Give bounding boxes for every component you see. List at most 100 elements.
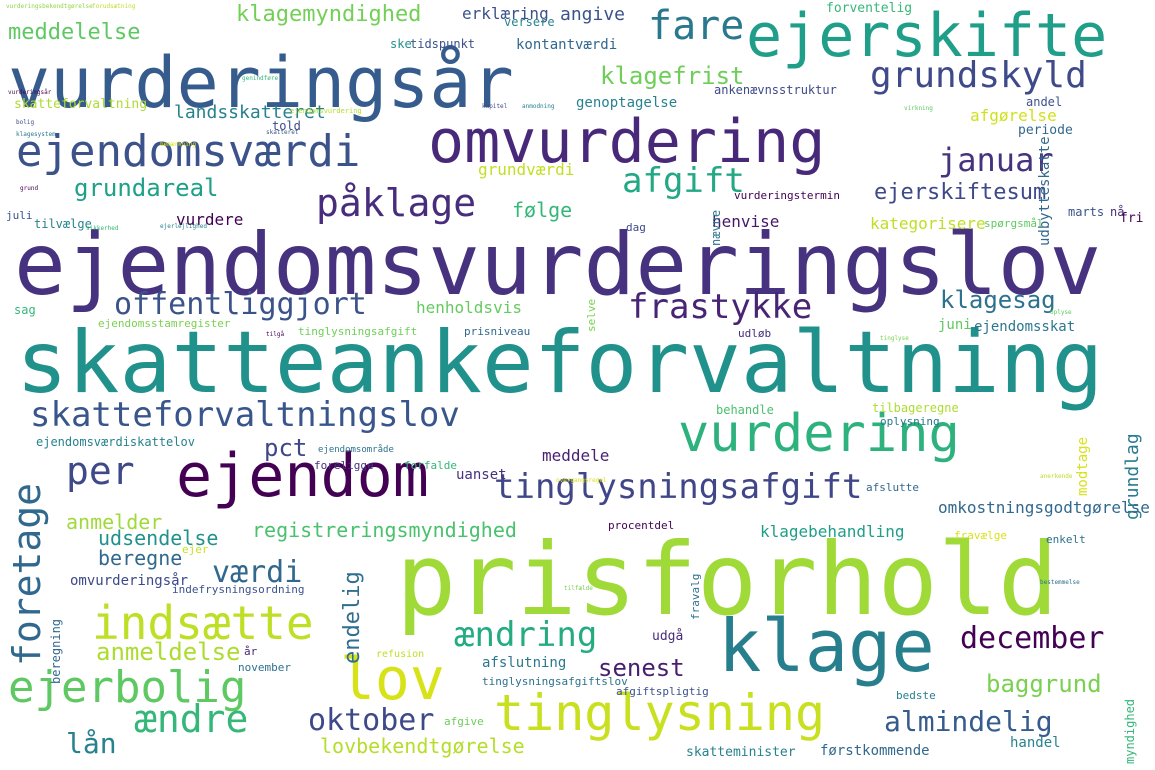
word: vurderingsbekendtgørelse xyxy=(6,3,93,10)
word: almindelig xyxy=(884,705,1053,738)
word: spørgsmål xyxy=(984,217,1044,230)
word: ejerbolig xyxy=(8,662,247,713)
word: oktober xyxy=(308,703,435,738)
word: angive xyxy=(560,4,626,25)
word: tilvælge xyxy=(34,217,92,231)
word: genoptagelse xyxy=(576,95,678,111)
word: ændre xyxy=(134,697,249,741)
word: vurdere xyxy=(176,210,244,229)
word: tilbageregne xyxy=(872,401,959,415)
word: fravalg xyxy=(689,573,702,620)
word: ejendomsværdiskattelov xyxy=(36,435,195,449)
word: anmodning xyxy=(522,103,555,110)
word: grundskyld xyxy=(870,55,1087,96)
word: anerkende xyxy=(1040,473,1073,480)
word: procentdel xyxy=(608,519,675,532)
word: endelig xyxy=(340,571,365,664)
word: foretage xyxy=(5,482,49,666)
word: anmelder xyxy=(66,510,163,534)
word: genindføre xyxy=(242,75,279,82)
word: skatteankeforvaltning xyxy=(16,313,1104,413)
word: klagesag xyxy=(940,286,1056,314)
word: klagebehandling xyxy=(760,522,905,541)
word: per xyxy=(66,449,135,493)
word: udløb xyxy=(738,327,772,340)
word: modtage xyxy=(1075,436,1091,496)
word: marts xyxy=(1068,205,1105,219)
word: forudsætning xyxy=(92,3,136,10)
word: ankenævnsstruktur xyxy=(714,83,837,97)
word: januar xyxy=(938,141,1054,179)
word: nå xyxy=(1110,205,1125,219)
word: overgangsregel xyxy=(556,477,607,484)
word: nævne xyxy=(709,209,723,246)
word: afgørelse xyxy=(970,106,1057,125)
word: baggrund xyxy=(986,670,1102,698)
word: beregning xyxy=(49,618,63,684)
word: senest xyxy=(598,654,685,682)
word: dag xyxy=(626,221,646,234)
word: forventelig xyxy=(826,1,913,16)
word: handel xyxy=(1010,735,1061,751)
word: ejerskifte xyxy=(746,1,1108,71)
word: ejendomsstamregister xyxy=(98,317,231,330)
word: vurderingsår xyxy=(8,89,52,96)
word: tinglysning xyxy=(494,684,826,742)
word: tinglysningsafgift xyxy=(494,467,863,507)
word: versere xyxy=(504,15,555,29)
word: andel xyxy=(1026,95,1063,109)
word: ejerlejlighed xyxy=(160,223,207,230)
word: prisforhold xyxy=(396,521,1059,638)
word: indefrysningsordning xyxy=(172,583,305,596)
word: periode xyxy=(1018,123,1073,138)
word: uanset xyxy=(456,467,507,483)
word: værdi xyxy=(212,555,303,590)
word: beregne xyxy=(98,546,183,570)
word: vurdering xyxy=(678,404,960,464)
word: bemærkning xyxy=(160,141,197,148)
word: juli xyxy=(6,209,33,222)
word: tinglysningsafgiftslov xyxy=(482,675,628,688)
word: behandle xyxy=(716,403,774,417)
word: fri xyxy=(1120,211,1144,226)
word: omvurderingsår xyxy=(70,573,189,589)
word: landsskatteret xyxy=(174,102,326,123)
word: klagesystem xyxy=(16,131,56,138)
word: klage xyxy=(718,604,935,688)
word: fare xyxy=(648,3,745,49)
word: henvise xyxy=(712,212,780,231)
word: virkning xyxy=(904,105,933,112)
word: lovbekendtgørelse xyxy=(320,734,525,758)
word: enkelt xyxy=(1046,533,1086,546)
word: bedste xyxy=(896,689,936,702)
word: forfalde xyxy=(404,459,457,472)
word: foreligge xyxy=(314,459,374,472)
word: ejendomsværdi xyxy=(16,126,361,177)
word: afslutning xyxy=(482,655,567,671)
word: refusion xyxy=(376,649,425,660)
word: ejendomsvurdering xyxy=(290,107,362,115)
word: grundværdi xyxy=(478,160,575,179)
word: bolig xyxy=(16,119,35,126)
word: afgive xyxy=(444,715,484,728)
word: ejerskiftesum xyxy=(874,180,1047,205)
word: ændring xyxy=(454,615,598,655)
word: november xyxy=(238,661,291,674)
word: klagemyndighed xyxy=(236,2,422,27)
word: ejer xyxy=(182,543,209,556)
word: ske xyxy=(390,37,412,51)
word: udsendelse xyxy=(98,526,219,550)
word: skatteforvaltningslov xyxy=(30,395,460,435)
word: kategorisere xyxy=(870,214,986,233)
word: skatteminister xyxy=(686,745,796,760)
word: lån xyxy=(66,727,117,760)
word: klagefrist xyxy=(600,62,745,90)
word: bestemmelse xyxy=(1040,579,1080,586)
word: kontantværdi xyxy=(516,37,618,53)
word: udgå xyxy=(652,629,684,644)
word: pct xyxy=(264,434,308,462)
word: tidspunkt xyxy=(410,37,476,51)
word: kapitel xyxy=(482,103,508,110)
word: vurderingsår xyxy=(8,42,514,124)
